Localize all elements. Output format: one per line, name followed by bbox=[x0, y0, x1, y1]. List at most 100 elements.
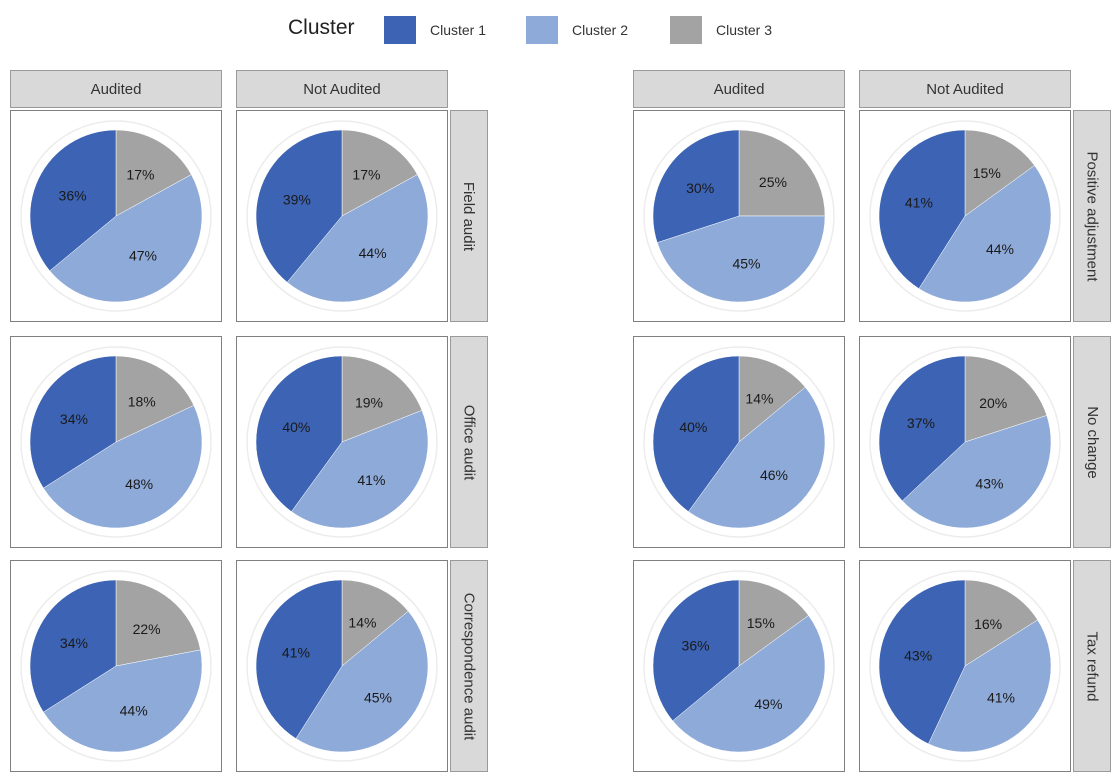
pie-slice-cluster-3 bbox=[738, 129, 826, 217]
pie-slice-cluster-2 bbox=[688, 386, 826, 529]
pie-outer-ring bbox=[869, 570, 1061, 762]
pie-slice-cluster-2 bbox=[901, 415, 1052, 529]
pie-office-audit-not-audited: 19% 41% 40% bbox=[236, 336, 448, 548]
row-strip-field-audit: Field audit bbox=[450, 110, 488, 322]
pie-slice-cluster-1 bbox=[29, 579, 117, 713]
pie-label-cluster-1: 40% bbox=[282, 419, 310, 435]
pie-no-change-audited: 14% 46% 40% bbox=[633, 336, 845, 548]
pie-slice-cluster-3 bbox=[115, 579, 201, 667]
pie-label-cluster-2: 46% bbox=[760, 467, 788, 483]
pie-slice-cluster-2 bbox=[43, 405, 203, 529]
pie-label-cluster-2: 43% bbox=[975, 475, 1003, 491]
pie-field-audit-audited: 17% 47% 36% bbox=[10, 110, 222, 322]
pie-slice-cluster-2 bbox=[295, 610, 429, 753]
column-strip-audited-right: Audited bbox=[633, 70, 845, 108]
pie-slice-cluster-3 bbox=[964, 355, 1048, 443]
pie-chart: 15% 44% 41% bbox=[869, 120, 1061, 312]
pie-tax-refund-audited: 15% 49% 36% bbox=[633, 560, 845, 772]
pie-outer-ring bbox=[869, 346, 1061, 538]
pie-chart: 14% 45% 41% bbox=[246, 570, 438, 762]
pie-label-cluster-3: 16% bbox=[974, 616, 1002, 632]
pie-label-cluster-2: 48% bbox=[125, 476, 153, 492]
pie-office-audit-audited: 18% 48% 34% bbox=[10, 336, 222, 548]
pie-label-cluster-3: 17% bbox=[352, 167, 380, 183]
pie-chart: 17% 44% 39% bbox=[246, 120, 438, 312]
pie-label-cluster-2: 49% bbox=[754, 696, 782, 712]
pie-outer-ring bbox=[643, 346, 835, 538]
column-strip-label: Audited bbox=[713, 80, 765, 98]
pie-outer-ring bbox=[643, 120, 835, 312]
pie-outer-ring bbox=[246, 346, 438, 538]
pie-slice-cluster-3 bbox=[964, 579, 1038, 667]
pie-label-cluster-1: 30% bbox=[686, 180, 714, 196]
legend-swatch-cluster-3 bbox=[670, 16, 702, 44]
pie-chart: 25% 45% 30% bbox=[643, 120, 835, 312]
pie-label-cluster-3: 14% bbox=[745, 391, 773, 407]
pie-slice-cluster-1 bbox=[878, 129, 966, 289]
pie-slice-cluster-3 bbox=[738, 579, 809, 667]
pie-slice-cluster-3 bbox=[738, 355, 806, 443]
pie-label-cluster-3: 19% bbox=[355, 394, 383, 410]
row-strip-label: Correspondence audit bbox=[460, 592, 478, 740]
pie-label-cluster-3: 17% bbox=[126, 167, 154, 183]
pie-outer-ring bbox=[20, 346, 212, 538]
pie-label-cluster-2: 44% bbox=[120, 703, 148, 719]
column-strip-not-audited-right: Not Audited bbox=[859, 70, 1071, 108]
pie-slice-cluster-1 bbox=[255, 355, 343, 512]
pie-label-cluster-2: 47% bbox=[129, 248, 157, 264]
column-strip-label: Audited bbox=[90, 80, 142, 98]
pie-correspondence-audit-not-audited: 14% 45% 41% bbox=[236, 560, 448, 772]
pie-slice-cluster-1 bbox=[878, 579, 966, 745]
pie-chart: 14% 46% 40% bbox=[643, 346, 835, 538]
pie-label-cluster-2: 44% bbox=[986, 241, 1014, 257]
column-strip-not-audited-left: Not Audited bbox=[236, 70, 448, 108]
pie-label-cluster-1: 37% bbox=[907, 415, 935, 431]
column-strip-label: Not Audited bbox=[303, 80, 381, 98]
row-strip-office-audit: Office audit bbox=[450, 336, 488, 548]
pie-slice-cluster-1 bbox=[255, 579, 343, 739]
pie-label-cluster-1: 40% bbox=[679, 419, 707, 435]
pie-chart: 15% 49% 36% bbox=[643, 570, 835, 762]
row-strip-label: Positive adjustment bbox=[1083, 150, 1101, 282]
pie-label-cluster-3: 25% bbox=[759, 174, 787, 190]
pie-slice-cluster-1 bbox=[29, 129, 117, 272]
pie-label-cluster-2: 44% bbox=[359, 245, 387, 261]
legend-title: Cluster bbox=[288, 16, 355, 39]
pie-slice-cluster-1 bbox=[652, 355, 740, 512]
pie-label-cluster-1: 36% bbox=[682, 638, 710, 654]
pie-label-cluster-2: 41% bbox=[357, 472, 385, 488]
pie-slice-cluster-2 bbox=[672, 615, 826, 753]
pie-outer-ring bbox=[20, 120, 212, 312]
legend-label-cluster-3: Cluster 3 bbox=[716, 22, 773, 38]
pie-label-cluster-1: 41% bbox=[905, 195, 933, 211]
pie-chart: 17% 47% 36% bbox=[20, 120, 212, 312]
pie-outer-ring bbox=[643, 570, 835, 762]
row-strip-label: Office audit bbox=[460, 404, 478, 480]
pie-label-cluster-3: 14% bbox=[348, 615, 376, 631]
pie-label-cluster-3: 20% bbox=[979, 395, 1007, 411]
pie-chart: 16% 41% 43% bbox=[869, 570, 1061, 762]
row-strip-label: Field audit bbox=[460, 181, 478, 251]
pie-slice-cluster-3 bbox=[341, 129, 418, 217]
pie-slice-cluster-2 bbox=[291, 410, 429, 529]
pie-label-cluster-3: 18% bbox=[128, 393, 156, 409]
pie-label-cluster-1: 34% bbox=[60, 411, 88, 427]
pie-label-cluster-1: 36% bbox=[59, 188, 87, 204]
legend-label-cluster-2: Cluster 2 bbox=[572, 22, 629, 38]
pie-no-change-not-audited: 20% 43% 37% bbox=[859, 336, 1071, 548]
pie-label-cluster-1: 39% bbox=[283, 192, 311, 208]
legend-label-cluster-1: Cluster 1 bbox=[430, 22, 487, 38]
row-strip-tax-refund: Tax refund bbox=[1073, 560, 1111, 772]
legend-swatch-cluster-1 bbox=[384, 16, 416, 44]
pie-tax-refund-not-audited: 16% 41% 43% bbox=[859, 560, 1071, 772]
pie-field-audit-not-audited: 17% 44% 39% bbox=[236, 110, 448, 322]
pie-outer-ring bbox=[246, 570, 438, 762]
pie-positive-adjustment-not-audited: 15% 44% 41% bbox=[859, 110, 1071, 322]
pie-label-cluster-3: 15% bbox=[747, 615, 775, 631]
pie-label-cluster-3: 22% bbox=[133, 621, 161, 637]
row-strip-correspondence-audit: Correspondence audit bbox=[450, 560, 488, 772]
column-strip-label: Not Audited bbox=[926, 80, 1004, 98]
pie-slice-cluster-1 bbox=[652, 579, 740, 722]
pie-slice-cluster-1 bbox=[29, 355, 117, 489]
pie-outer-ring bbox=[20, 570, 212, 762]
